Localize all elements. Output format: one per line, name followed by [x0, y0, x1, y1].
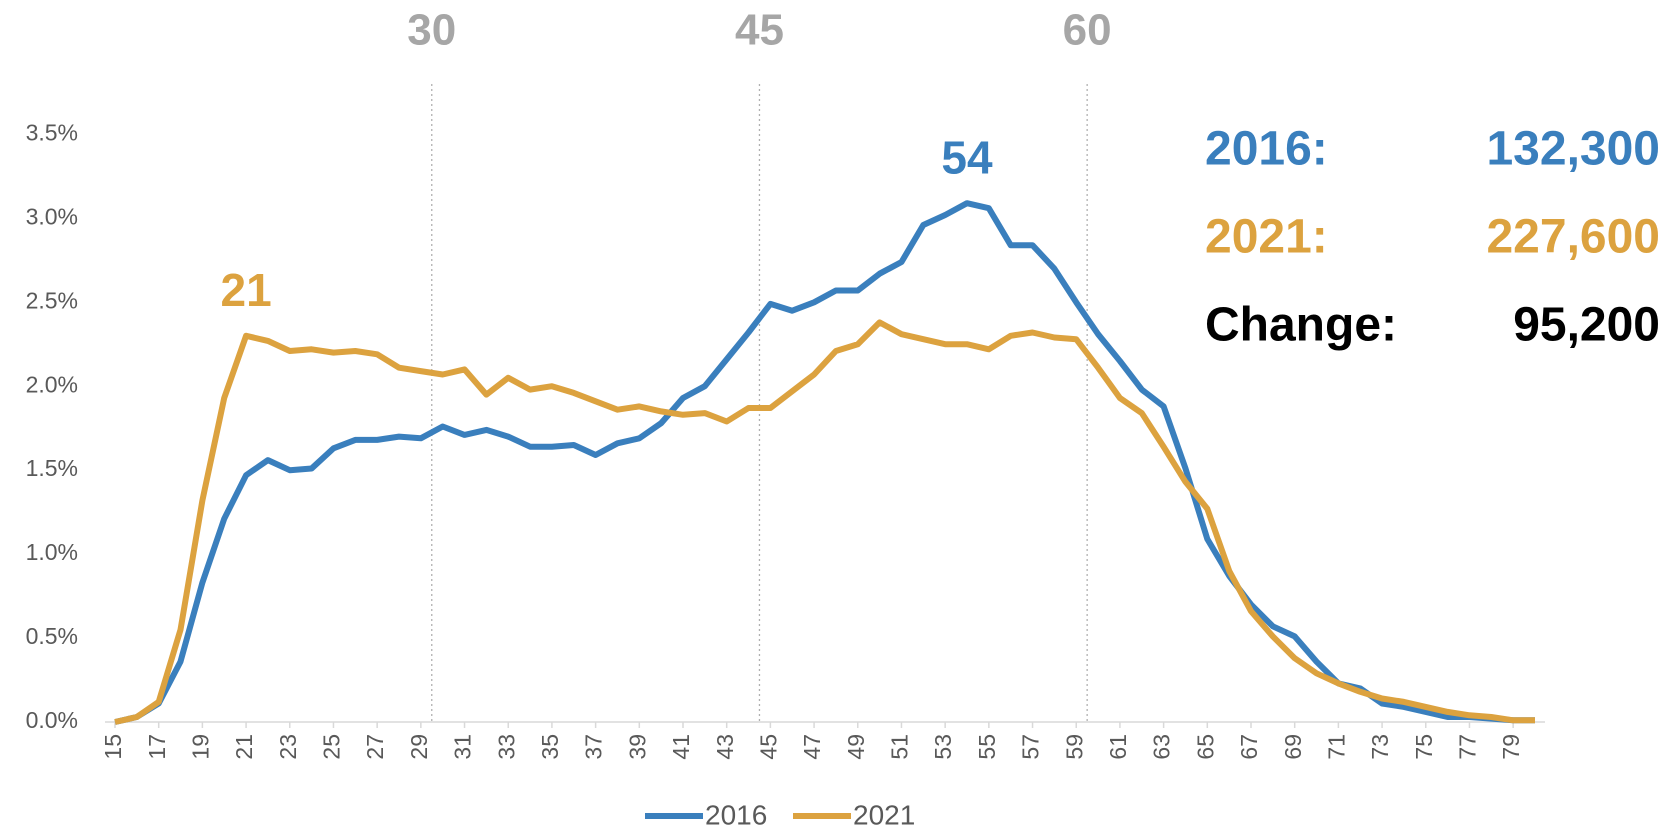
- summary-value: 227,600: [1486, 211, 1660, 264]
- x-tick-label: 29: [406, 734, 432, 760]
- x-tick-label: 51: [887, 734, 913, 760]
- x-tick-label: 47: [799, 734, 825, 760]
- x-tick-label: 59: [1061, 734, 1087, 760]
- x-tick-label: 69: [1280, 734, 1306, 760]
- x-tick-label: 25: [319, 734, 345, 760]
- x-tick-label: 31: [450, 734, 476, 760]
- x-tick-label: 49: [843, 734, 869, 760]
- summary-label: 2016:: [1205, 123, 1328, 176]
- legend-item: 2016: [645, 799, 767, 830]
- x-tick-label: 21: [231, 734, 257, 760]
- x-tick-label: 75: [1411, 734, 1437, 760]
- x-tick-label: 23: [275, 734, 301, 760]
- summary-label: 2021:: [1205, 211, 1328, 264]
- series-line: [114, 319, 1535, 725]
- x-tick-label: 19: [187, 734, 213, 760]
- series-line: [114, 200, 1535, 725]
- x-tick-label: 45: [755, 734, 781, 760]
- x-tick-label: 41: [668, 734, 694, 760]
- y-tick-label: 0.0%: [26, 707, 78, 733]
- x-tick-label: 43: [712, 734, 738, 760]
- x-tick-label: 77: [1455, 734, 1481, 760]
- summary-value: 95,200: [1513, 299, 1660, 352]
- x-tick-label: 55: [974, 734, 1000, 760]
- x-tick-label: 17: [144, 734, 170, 760]
- y-tick-label: 0.5%: [26, 623, 78, 649]
- x-tick-label: 53: [930, 734, 956, 760]
- x-tick-label: 61: [1105, 734, 1131, 760]
- peak-label: 21: [220, 264, 271, 316]
- legend-label: 2016: [705, 799, 767, 830]
- x-tick-label: 73: [1367, 734, 1393, 760]
- legend-label: 2021: [853, 799, 915, 830]
- y-tick-label: 3.0%: [26, 203, 78, 229]
- y-tick-label: 2.5%: [26, 287, 78, 313]
- reference-label: 30: [407, 6, 456, 55]
- x-tick-label: 39: [624, 734, 650, 760]
- x-tick-label: 57: [1018, 734, 1044, 760]
- reference-label: 45: [735, 6, 784, 55]
- x-tick-label: 33: [493, 734, 519, 760]
- y-tick-label: 2.0%: [26, 371, 78, 397]
- x-tick-label: 15: [100, 734, 126, 760]
- x-tick-label: 79: [1498, 734, 1524, 760]
- legend-item: 2021: [793, 799, 915, 830]
- x-tick-label: 67: [1236, 734, 1262, 760]
- x-tick-label: 63: [1149, 734, 1175, 760]
- peak-label: 54: [941, 131, 993, 183]
- reference-label: 60: [1063, 6, 1112, 55]
- x-tick-label: 35: [537, 734, 563, 760]
- summary-value: 132,300: [1486, 123, 1660, 176]
- summary-label: Change:: [1205, 299, 1397, 352]
- x-tick-label: 65: [1192, 734, 1218, 760]
- y-tick-label: 1.5%: [26, 455, 78, 481]
- x-tick-label: 37: [581, 734, 607, 760]
- x-tick-label: 27: [362, 734, 388, 760]
- y-tick-label: 1.0%: [26, 539, 78, 565]
- x-tick-label: 71: [1323, 734, 1349, 760]
- y-tick-label: 3.5%: [26, 119, 78, 145]
